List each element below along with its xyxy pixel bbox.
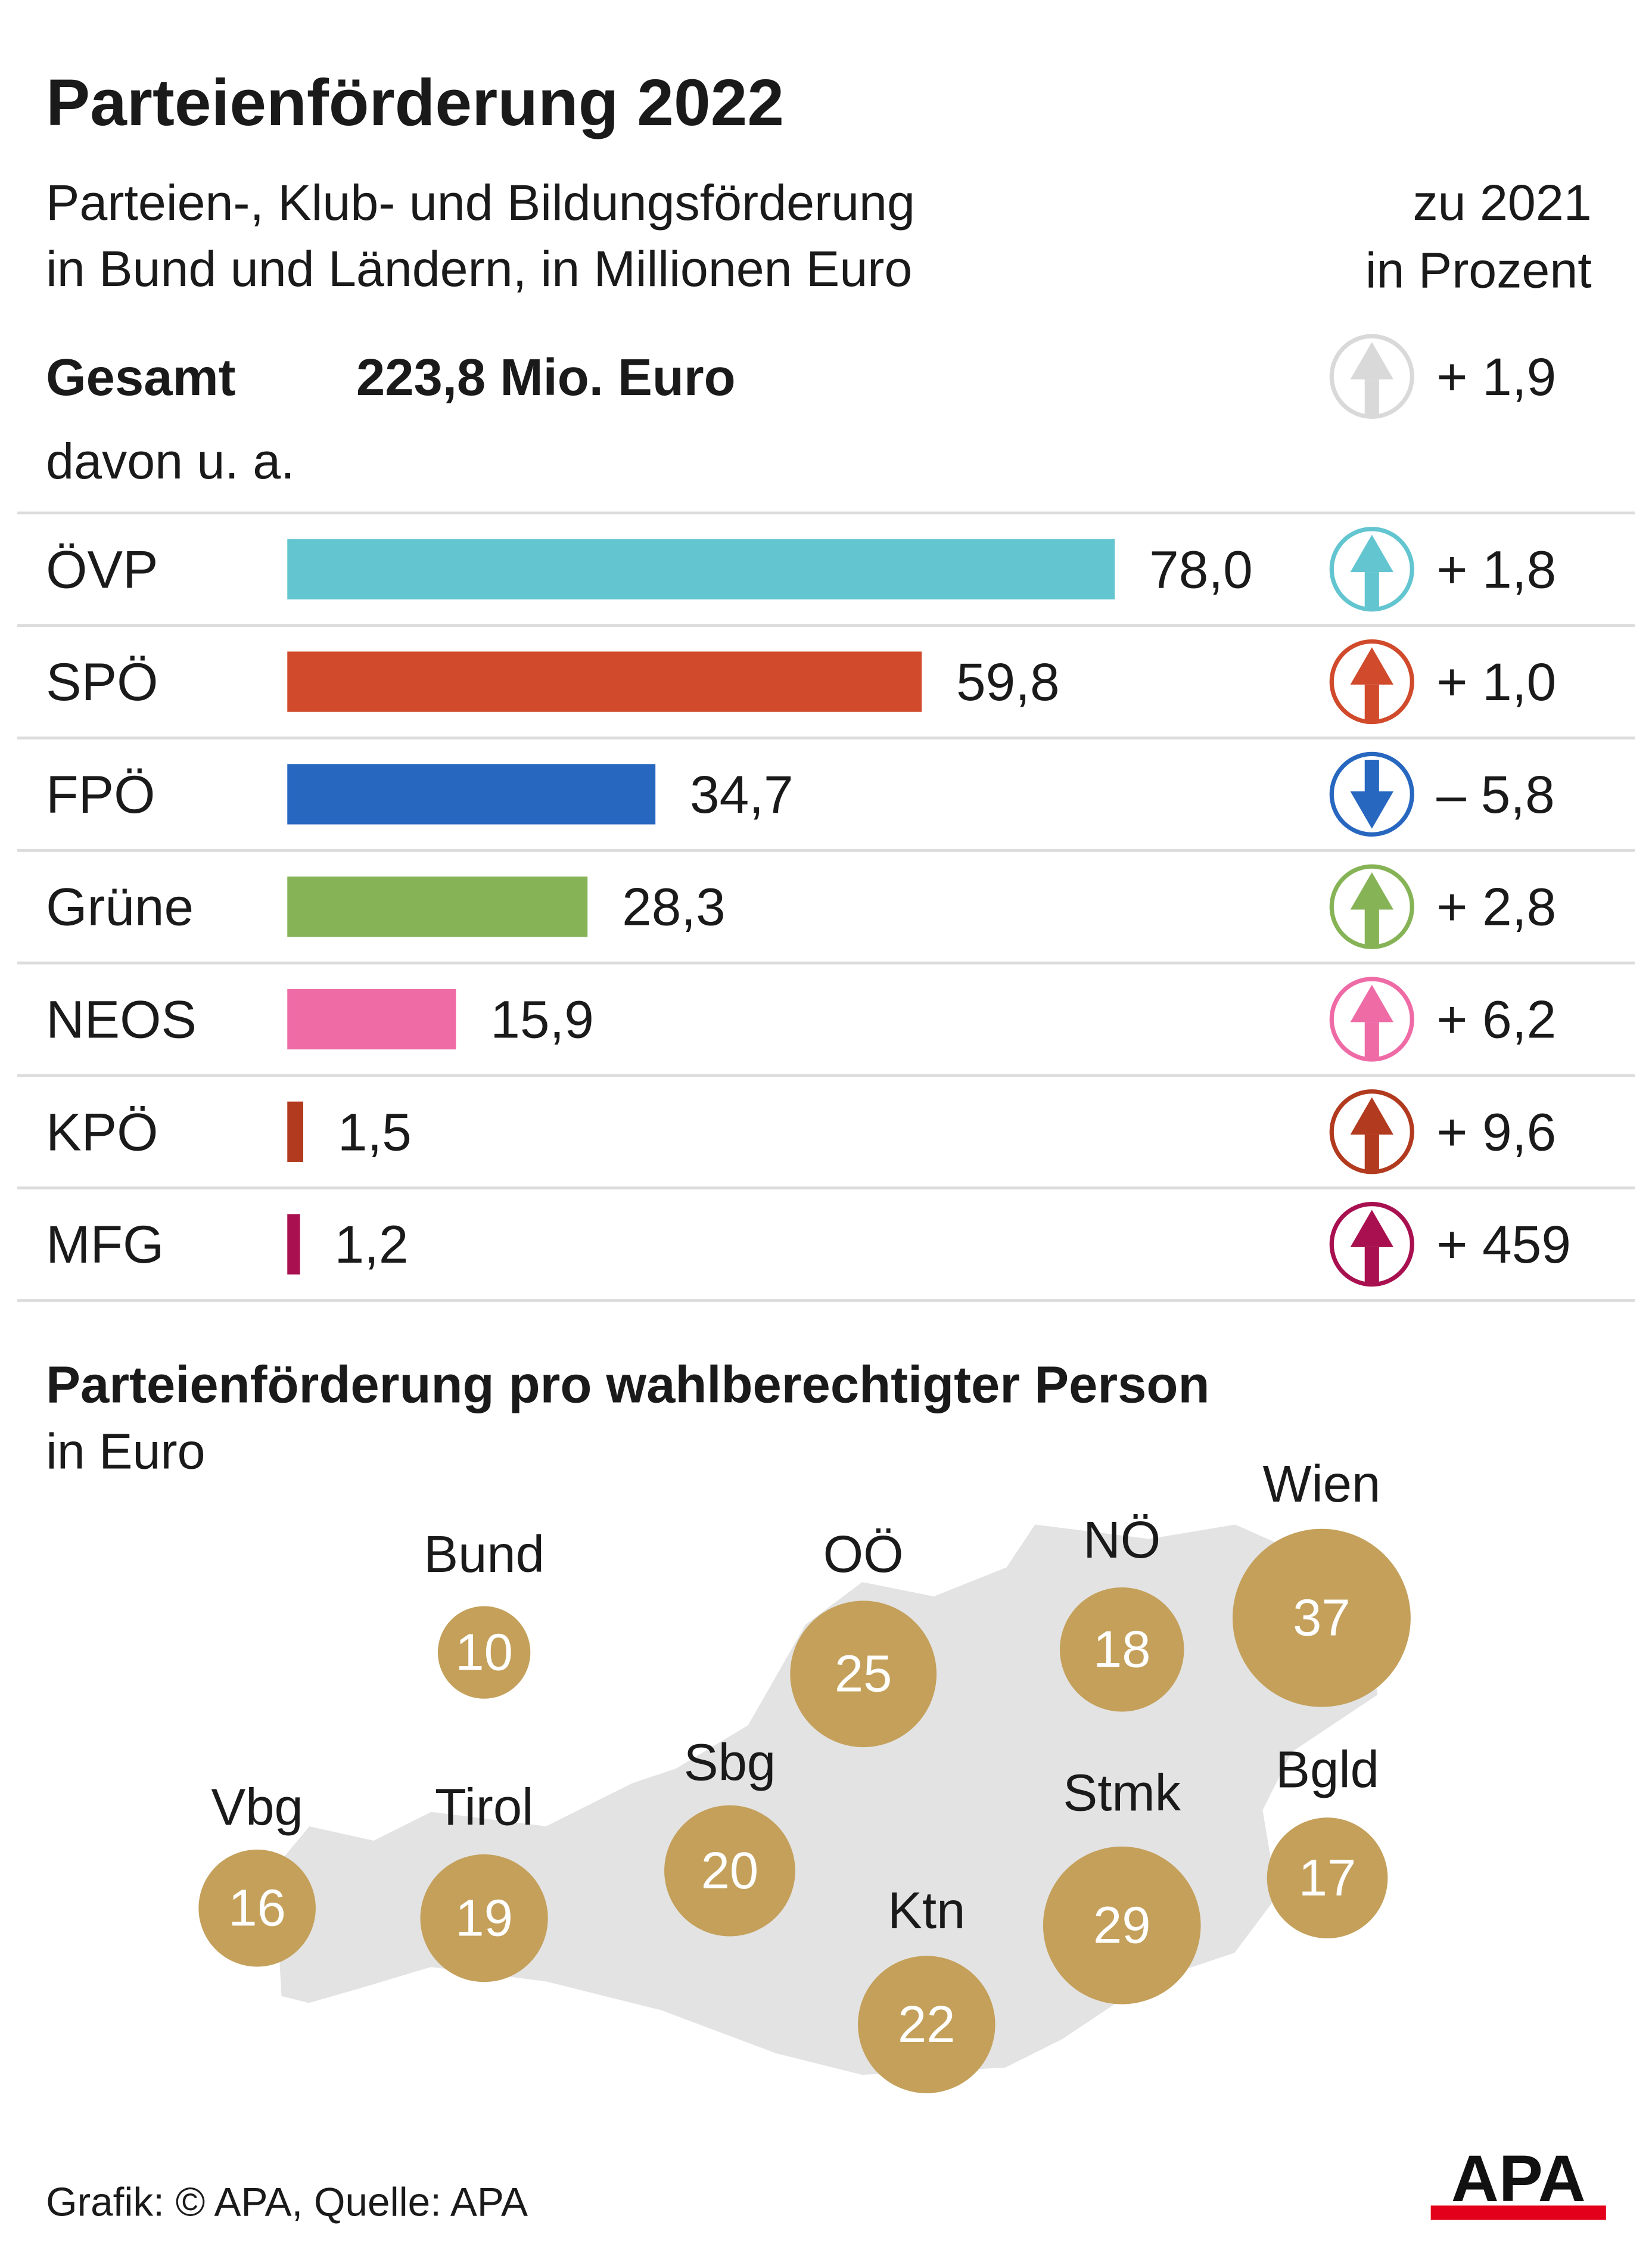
category-label: KPÖ: [46, 1102, 158, 1161]
bar: [287, 1214, 300, 1275]
bar: [287, 539, 1115, 599]
change-header: zu 2021: [1413, 175, 1591, 231]
arrow-shaft: [1364, 1022, 1379, 1060]
region-label: Stmk: [1063, 1764, 1181, 1822]
total-change: + 1,9: [1436, 347, 1556, 406]
region-label: Sbg: [684, 1734, 776, 1792]
bubble: [790, 1601, 937, 1748]
total-label: Gesamt: [46, 349, 235, 406]
bar: [287, 877, 588, 937]
change-label: + 1,8: [1436, 539, 1556, 599]
value-label: 59,8: [956, 652, 1060, 711]
bubble-value: 19: [455, 1890, 513, 1947]
category-label: SPÖ: [46, 652, 158, 711]
region-label: Tirol: [435, 1778, 534, 1836]
arrow-head: [1350, 534, 1393, 573]
subtitle: in Bund und Ländern, in Millionen Euro: [46, 241, 912, 297]
logo-bar: [1430, 2205, 1606, 2220]
arrow-head: [1350, 1210, 1393, 1247]
change-arrow: [1329, 527, 1414, 612]
bubble-value: 29: [1093, 1897, 1151, 1954]
bubble-value: 18: [1093, 1621, 1151, 1679]
category-label: Grüne: [46, 877, 194, 937]
region-label: Bgld: [1275, 1741, 1379, 1799]
bar: [287, 764, 656, 825]
bubble-value: 10: [455, 1624, 513, 1682]
value-label: 15,9: [490, 989, 594, 1049]
change-label: + 6,2: [1436, 989, 1556, 1049]
change-label: + 1,0: [1436, 652, 1556, 711]
change-label: + 2,8: [1436, 877, 1556, 937]
arrow-shaft: [1364, 1247, 1379, 1285]
title: Parteienförderung 2022: [46, 66, 784, 139]
bar: [287, 651, 922, 712]
category-label: MFG: [46, 1214, 164, 1274]
bubble-value: 20: [701, 1842, 759, 1900]
change-header: in Prozent: [1365, 242, 1592, 298]
arrow-shaft: [1364, 572, 1379, 610]
change-label: + 459: [1436, 1214, 1571, 1274]
arrow-head: [1350, 984, 1393, 1023]
map-subtitle: in Euro: [46, 1423, 205, 1479]
arrow-shaft: [1364, 684, 1379, 722]
arrow-head: [1350, 647, 1393, 685]
bar: [287, 1101, 303, 1162]
bar: [287, 989, 456, 1050]
source: Grafik: © APA, Quelle: APA: [46, 2180, 528, 2224]
subtitle: Parteien-, Klub- und Bildungsförderung: [46, 175, 915, 231]
category-label: ÖVP: [46, 539, 158, 599]
arrow-head: [1350, 1097, 1393, 1135]
bubble: [664, 1805, 795, 1937]
arrow-head: [1350, 341, 1393, 380]
arrow-shaft: [1364, 1135, 1379, 1172]
value-label: 28,3: [622, 877, 726, 937]
change-arrow: [1329, 334, 1414, 419]
value-label: 1,5: [338, 1102, 412, 1161]
arrow-shaft: [1364, 379, 1379, 417]
region-label: Bund: [424, 1525, 545, 1583]
arrow-shaft: [1364, 909, 1379, 947]
note: davon u. a.: [46, 433, 295, 489]
arrow-head: [1350, 791, 1393, 829]
change-arrow: [1329, 864, 1414, 949]
value-label: 1,2: [335, 1214, 409, 1274]
total-value: 223,8 Mio. Euro: [356, 349, 736, 406]
bubble: [1059, 1587, 1184, 1712]
bubble: [858, 1956, 995, 2093]
change-arrow: [1329, 639, 1414, 725]
bubble-value: 37: [1293, 1589, 1351, 1647]
logo: APA: [1451, 2142, 1586, 2215]
region-label: Ktn: [888, 1882, 965, 1940]
value-label: 78,0: [1149, 539, 1253, 599]
bubble: [437, 1606, 531, 1699]
bubble: [198, 1849, 316, 1967]
bubble-value: 17: [1299, 1849, 1357, 1907]
arrow-shaft: [1364, 760, 1379, 797]
region-label: OÖ: [823, 1525, 904, 1583]
change-arrow: [1329, 1201, 1414, 1287]
change-arrow: [1329, 977, 1414, 1062]
bubble: [1043, 1846, 1201, 2005]
bubble-value: 16: [228, 1879, 286, 1937]
bubble-value: 22: [898, 1996, 956, 2053]
change-arrow: [1329, 751, 1414, 837]
change-label: + 9,6: [1436, 1102, 1556, 1161]
category-label: NEOS: [46, 989, 197, 1049]
region-label: NÖ: [1083, 1511, 1161, 1569]
bubble: [1267, 1817, 1388, 1938]
bubble: [420, 1854, 548, 1982]
bubble-value: 25: [835, 1645, 892, 1703]
change-arrow: [1329, 1089, 1414, 1174]
map-title: Parteienförderung pro wahlberechtigter P…: [46, 1356, 1209, 1413]
category-label: FPÖ: [46, 765, 155, 824]
bubble: [1232, 1528, 1411, 1707]
change-label: – 5,8: [1436, 765, 1554, 824]
region-label: Wien: [1263, 1455, 1381, 1513]
value-label: 34,7: [690, 765, 794, 824]
arrow-head: [1350, 872, 1393, 910]
region-label: Vbg: [211, 1778, 303, 1836]
